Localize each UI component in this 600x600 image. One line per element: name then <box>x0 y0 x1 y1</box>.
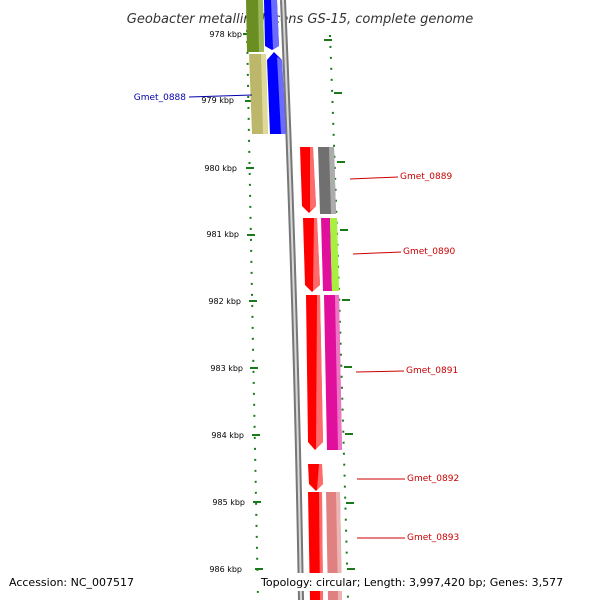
scale-label: 986 kbp <box>209 565 242 574</box>
gene-label-gmet-0892[interactable]: Gmet_0892 <box>407 474 459 484</box>
topology-text: Topology: circular; Length: 3,997,420 bp… <box>260 576 563 589</box>
scale-label: 981 kbp <box>206 230 239 239</box>
scale-label: 979 kbp <box>201 96 234 105</box>
gene-labels: Gmet_0888 Gmet_0889 Gmet_0890 Gmet_0891 … <box>134 93 459 543</box>
gene-feature-lime-0890[interactable] <box>330 218 339 291</box>
forward-features <box>246 0 286 134</box>
genome-backbone <box>280 0 304 600</box>
gene-label-gmet-0888[interactable]: Gmet_0888 <box>134 93 186 103</box>
scale-label: 978 kbp <box>209 30 242 39</box>
gene-label-gmet-0893[interactable]: Gmet_0893 <box>407 533 459 543</box>
footer-info: Accession: NC_007517 Topology: circular;… <box>9 573 594 591</box>
gene-label-gmet-0891[interactable]: Gmet_0891 <box>406 366 458 376</box>
gene-feature-magenta-0890[interactable] <box>321 218 332 291</box>
scale-label: 984 kbp <box>211 431 244 440</box>
accession-text: Accession: NC_007517 <box>9 576 134 589</box>
scale-ticks-right <box>324 39 355 570</box>
scale-label: 982 kbp <box>208 297 241 306</box>
scale-label: 983 kbp <box>210 364 243 373</box>
gene-label-gmet-0890[interactable]: Gmet_0890 <box>403 247 455 257</box>
scale-labels: 978 kbp 979 kbp 980 kbp 981 kbp 982 kbp … <box>201 30 245 574</box>
genome-title: Geobacter metallireducens GS-15, complet… <box>127 12 473 27</box>
gene-label-gmet-0889[interactable]: Gmet_0889 <box>400 172 452 182</box>
scale-label: 980 kbp <box>204 164 237 173</box>
reverse-features <box>300 147 342 600</box>
scale-label: 985 kbp <box>212 498 245 507</box>
gene-label-connectors <box>188 94 405 539</box>
scale-ticks-left <box>243 33 263 570</box>
